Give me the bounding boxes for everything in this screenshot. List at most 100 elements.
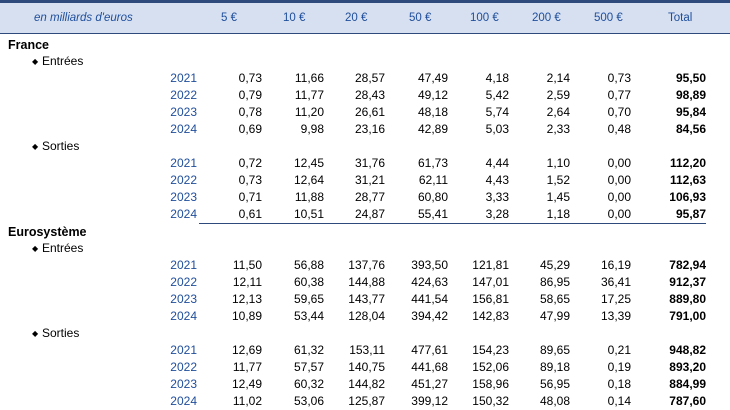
cell-val-50: 394,42	[411, 309, 448, 323]
cell-val-5: 0,71	[238, 190, 262, 204]
cell-val-10: 10,51	[293, 207, 324, 221]
cell-val-500: 36,41	[600, 275, 631, 289]
cell-val-50: 42,89	[417, 122, 448, 136]
cell-year: 2023	[170, 377, 197, 391]
cell-val-500: 13,39	[600, 309, 631, 323]
table-body: France ◆ Entrées 2021 0,73 11,66 28,57 47,49 4,1…	[0, 37, 730, 410]
cell-val-50: 424,63	[411, 275, 448, 289]
cell-year: 2022	[170, 275, 197, 289]
table-row: 2024 0,69 9,98 23,16 42,89 5,03 2,33 0,48 84,56	[0, 121, 730, 138]
section-title: France	[8, 38, 49, 52]
cell-val-50: 60,80	[417, 190, 448, 204]
cell-val-100: 142,83	[472, 309, 509, 323]
cell-year: 2022	[170, 88, 197, 102]
cell-val-20: 28,77	[354, 190, 385, 204]
cell-val-200: 56,95	[539, 377, 570, 391]
cell-val-200: 1,10	[546, 156, 570, 170]
col-header-50: 50 €	[409, 12, 432, 24]
cell-val-100: 3,33	[485, 190, 509, 204]
cell-val-100: 5,42	[485, 88, 509, 102]
cell-val-100: 5,74	[485, 105, 509, 119]
cell-year: 2024	[170, 394, 197, 408]
cell-val-10: 61,32	[293, 343, 324, 357]
cell-val-10: 9,98	[300, 122, 324, 136]
cell-val-10: 11,77	[294, 88, 324, 102]
flow-heading: ◆ Sorties	[0, 138, 730, 155]
cell-val-20: 23,16	[354, 122, 385, 136]
cell-val-500: 0,14	[607, 394, 631, 408]
cell-total: 95,50	[675, 71, 706, 85]
cell-val-50: 62,11	[418, 173, 448, 187]
cell-val-100: 154,23	[472, 343, 509, 357]
cell-val-500: 0,00	[607, 173, 631, 187]
flow-label: Entrées	[42, 54, 84, 68]
flow-label: Sorties	[42, 326, 80, 340]
cell-year: 2024	[170, 122, 197, 136]
cell-val-10: 56,88	[293, 258, 324, 272]
cell-val-20: 140,75	[348, 360, 385, 374]
cell-val-200: 2,59	[546, 88, 570, 102]
table-row: 2023 12,49 60,32 144,82 451,27 158,96 56,95 0,1…	[0, 376, 730, 393]
cell-val-5: 0,78	[238, 105, 262, 119]
cell-val-200: 47,99	[539, 309, 570, 323]
table-row: 2021 12,69 61,32 153,11 477,61 154,23 89,65 0,2…	[0, 342, 730, 359]
cell-val-20: 26,61	[354, 105, 385, 119]
cell-val-100: 4,43	[485, 173, 509, 187]
cell-val-200: 2,14	[546, 71, 570, 85]
cell-val-500: 0,00	[607, 190, 631, 204]
table-row: 2024 11,02 53,06 125,87 399,12 150,32 48,08 0,1…	[0, 393, 730, 410]
table-row: 2021 0,72 12,45 31,76 61,73 4,44 1,10 0,00 112,2…	[0, 155, 730, 172]
cell-val-10: 53,06	[293, 394, 324, 408]
cell-val-200: 86,95	[539, 275, 570, 289]
cell-year: 2023	[170, 105, 197, 119]
cell-val-200: 1,45	[546, 190, 570, 204]
cell-year: 2021	[170, 343, 197, 357]
cell-total: 791,00	[669, 309, 706, 323]
cell-total: 98,89	[675, 88, 706, 102]
cell-val-50: 393,50	[411, 258, 448, 272]
cell-val-5: 12,69	[231, 343, 262, 357]
cell-val-20: 28,43	[354, 88, 385, 102]
cell-val-10: 11,88	[294, 190, 324, 204]
cell-val-500: 0,77	[607, 88, 631, 102]
table-row: 2024 10,89 53,44 128,04 394,42 142,83 47,99 13,…	[0, 308, 730, 325]
cell-val-10: 12,45	[293, 156, 324, 170]
table-header: en milliards d'euros 5 € 10 € 20 € 50 € …	[0, 3, 730, 33]
cell-val-100: 150,32	[472, 394, 509, 408]
cell-val-20: 28,57	[354, 71, 385, 85]
col-header-500: 500 €	[594, 12, 623, 24]
cell-total: 106,93	[669, 190, 706, 204]
cell-val-200: 1,18	[546, 207, 570, 221]
table-row: 2024 0,61 10,51 24,87 55,41 3,28 1,18 0,00 95,87	[0, 206, 730, 223]
cell-val-20: 128,04	[348, 309, 385, 323]
cell-val-200: 1,52	[546, 173, 570, 187]
cell-val-500: 0,73	[607, 71, 631, 85]
unit-label: en milliards d'euros	[34, 12, 133, 24]
cell-total: 95,87	[675, 207, 706, 221]
diamond-bullet-icon: ◆	[32, 142, 39, 151]
cell-val-10: 60,38	[293, 275, 324, 289]
cell-val-200: 48,08	[539, 394, 570, 408]
cell-total: 893,20	[669, 360, 706, 374]
flow-heading: ◆ Entrées	[0, 53, 730, 70]
cell-val-50: 61,73	[417, 156, 448, 170]
cell-val-200: 2,33	[546, 122, 570, 136]
cell-year: 2024	[170, 309, 197, 323]
table-row: 2022 11,77 57,57 140,75 441,68 152,06 89,18 0,1…	[0, 359, 730, 376]
cell-val-5: 10,89	[231, 309, 262, 323]
col-header-5: 5 €	[221, 12, 237, 24]
table-row: 2023 0,71 11,88 28,77 60,80 3,33 1,45 0,00 106,9…	[0, 189, 730, 206]
flow-heading: ◆ Entrées	[0, 240, 730, 257]
cell-val-5: 0,72	[238, 156, 262, 170]
table-row: 2023 12,13 59,65 143,77 441,54 156,81 58,65 17,…	[0, 291, 730, 308]
cell-val-10: 11,66	[294, 71, 324, 85]
cell-val-200: 2,64	[546, 105, 570, 119]
cell-val-5: 11,77	[232, 360, 262, 374]
cell-val-500: 16,19	[600, 258, 631, 272]
cell-val-500: 0,00	[607, 156, 631, 170]
cell-val-50: 477,61	[411, 343, 448, 357]
col-header-20: 20 €	[345, 12, 368, 24]
table-row: 2022 0,79 11,77 28,43 49,12 5,42 2,59 0,77 98,89	[0, 87, 730, 104]
cell-val-20: 144,82	[348, 377, 385, 391]
cell-val-500: 0,19	[607, 360, 631, 374]
